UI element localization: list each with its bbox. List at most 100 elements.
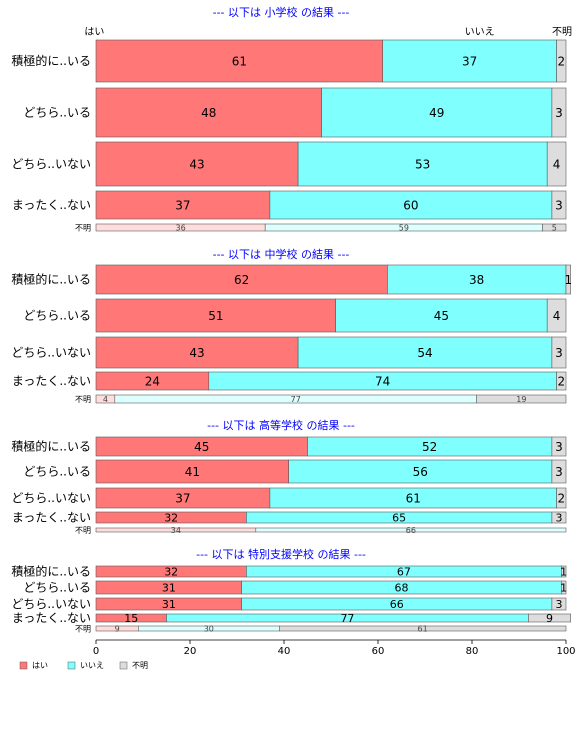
panel-title: --- 以下は 特別支援学校 の結果 ---	[196, 547, 366, 561]
legend-label: いいえ	[80, 661, 104, 670]
data-label: 37	[462, 55, 477, 69]
bar-segment-いいえ	[297, 141, 548, 187]
data-label: 36	[176, 224, 186, 233]
data-label: 2	[557, 55, 565, 69]
row-label: 積極的に..いる	[11, 53, 91, 68]
bar-segment-不明	[556, 371, 567, 391]
bar-segment-不明	[560, 580, 567, 595]
data-label: 77	[291, 395, 301, 404]
bar-segment-不明	[556, 487, 567, 509]
data-label: 67	[397, 566, 411, 579]
legend-label: はい	[32, 661, 48, 670]
bar-segment-不明	[551, 597, 567, 611]
bar-segment-不明	[528, 613, 572, 623]
bar-segment-いいえ	[335, 298, 548, 333]
data-label: 3	[555, 598, 562, 611]
bar-segment-いいえ	[382, 39, 557, 83]
data-label: 56	[413, 465, 428, 479]
data-label: 4	[553, 158, 561, 172]
bar-segment-いいえ	[321, 87, 553, 138]
legend-swatch	[67, 661, 76, 670]
row-label: 不明	[75, 395, 91, 404]
data-label: 37	[175, 492, 190, 506]
data-label: 52	[422, 440, 437, 454]
x-tick-label: 0	[93, 646, 99, 657]
data-label: 43	[189, 346, 204, 360]
row-label: どちら..いない	[11, 597, 91, 611]
row-label: どちら..いない	[11, 157, 91, 171]
legend-swatch	[19, 661, 28, 670]
bar-segment-不明	[546, 141, 567, 187]
x-tick-label: 80	[466, 646, 479, 657]
data-label: 3	[555, 106, 563, 120]
bar-segment-いいえ	[255, 527, 567, 533]
legend-label: 不明	[132, 661, 148, 670]
data-label: 66	[390, 598, 404, 611]
row-label: まったく..ない	[12, 511, 91, 525]
bar-segment-不明	[551, 511, 567, 524]
bar-segment-不明	[551, 87, 567, 138]
bar-segment-不明	[551, 459, 567, 484]
data-label: 43	[189, 158, 204, 172]
data-label: 30	[204, 625, 214, 634]
row-label: どちら..いる	[23, 465, 91, 479]
data-label: 32	[164, 512, 178, 525]
bar-segment-はい	[95, 336, 299, 369]
data-label: 3	[555, 512, 562, 525]
row-label: どちら..いない	[11, 346, 91, 360]
data-label: 60	[403, 199, 418, 213]
row-label: 積極的に..いる	[11, 272, 91, 287]
data-label: 3	[555, 440, 563, 454]
data-label: 41	[185, 465, 200, 479]
data-label: 62	[234, 273, 249, 287]
data-label: 51	[208, 309, 223, 323]
data-label: 37	[175, 199, 190, 213]
data-label: 24	[145, 375, 160, 389]
bar-segment-はい	[95, 87, 322, 138]
row-label: どちら..いない	[11, 491, 91, 505]
data-label: 9	[546, 612, 553, 625]
data-label: 34	[171, 526, 181, 535]
data-label: 4	[553, 309, 561, 323]
bar-segment-不明	[551, 190, 567, 220]
data-label: 1	[565, 273, 573, 287]
row-label: 積極的に..いる	[11, 439, 91, 454]
row-label: どちら..いる	[23, 581, 91, 595]
x-tick-label: 20	[184, 646, 197, 657]
bar-segment-はい	[95, 190, 271, 220]
data-label: 2	[557, 375, 565, 389]
row-label: まったく..ない	[12, 611, 91, 625]
data-label: 5	[552, 224, 557, 233]
x-tick-label: 40	[278, 646, 291, 657]
data-label: 65	[392, 512, 406, 525]
bar-segment-はい	[95, 264, 388, 295]
data-label: 66	[406, 526, 416, 535]
data-label: 3	[555, 346, 563, 360]
row-label: 積極的に..いる	[11, 564, 91, 579]
data-label: 15	[124, 612, 138, 625]
data-label: 3	[555, 465, 563, 479]
data-label: 48	[201, 106, 216, 120]
panel-title: --- 以下は 高等学校 の結果 ---	[207, 418, 355, 432]
data-label: 1	[560, 582, 567, 595]
column-header-label: いいえ	[465, 26, 495, 38]
bar-segment-はい	[95, 141, 299, 187]
bar-segment-はい	[95, 39, 384, 83]
bar-segment-いいえ	[269, 190, 553, 220]
data-label: 3	[555, 199, 563, 213]
row-label: まったく..ない	[12, 198, 91, 212]
bar-segment-不明	[476, 394, 567, 404]
data-label: 61	[418, 625, 428, 634]
bar-segment-不明	[556, 39, 567, 83]
bar-segment-不明	[551, 336, 567, 369]
data-label: 45	[434, 309, 449, 323]
bar-segment-不明	[542, 223, 567, 232]
column-header-label: はい	[84, 26, 104, 38]
bar-segment-いいえ	[297, 336, 553, 369]
data-label: 32	[164, 566, 178, 579]
data-label: 31	[162, 582, 176, 595]
data-label: 59	[399, 224, 409, 233]
data-label: 68	[395, 582, 409, 595]
x-tick-label: 100	[556, 646, 575, 657]
